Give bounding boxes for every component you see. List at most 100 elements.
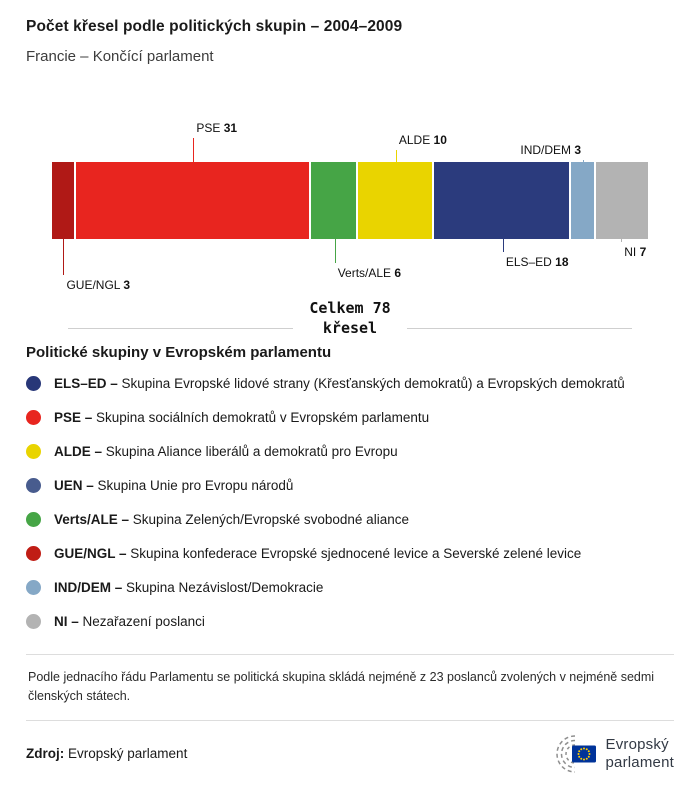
callout-value: 3	[574, 143, 582, 157]
legend-item-label: IND/DEM –	[54, 579, 127, 595]
callout-line	[502, 239, 504, 252]
callout-label: IND/DEM 3	[520, 143, 581, 157]
total-seats-label: Celkem 78 křesel	[309, 299, 390, 338]
page-subtitle: Francie – Končící parlament	[26, 48, 214, 65]
legend-color-dot	[26, 443, 41, 459]
source-label: Zdroj:	[26, 746, 65, 761]
legend-item-label: NI –	[54, 613, 83, 629]
legend-item-GUE/NGL: GUE/NGL – Skupina konfederace Evropské s…	[26, 536, 674, 570]
page-title: Počet křesel podle politických skupin – …	[26, 18, 403, 35]
divider-rule-right	[406, 328, 632, 329]
callout-line	[193, 138, 195, 162]
callout-line	[395, 150, 397, 162]
bar-segment-IND/DEM	[571, 162, 594, 239]
legend-list: ELS–ED – Skupina Evropské lidové strany …	[26, 366, 674, 638]
total-line1: Celkem 78	[309, 299, 391, 317]
divider-rule-left	[68, 328, 294, 329]
legend-item-desc: Skupina Nezávislost/Demokracie	[126, 579, 324, 595]
callout-layer-below: GUE/NGL 3 Verts/ALE 6 ELS–ED 18 NI 7	[52, 239, 648, 292]
legend-item-label: Verts/ALE –	[54, 511, 133, 527]
callout-label: ELS–ED 18	[506, 255, 569, 269]
callout-line	[621, 239, 623, 242]
legend-item-desc: Skupina Aliance liberálů a demokratů pro…	[105, 443, 398, 459]
legend-item-ELS–ED: ELS–ED – Skupina Evropské lidové strany …	[26, 366, 674, 400]
total-divider: Celkem 78 křesel	[52, 299, 648, 338]
callout-label: NI 7	[624, 245, 646, 259]
callout-label: PSE 31	[196, 121, 237, 135]
legend-item-text: ALDE – Skupina Aliance liberálů a demokr…	[54, 444, 398, 459]
legend-color-dot	[26, 409, 41, 425]
legend-item-label: GUE/NGL –	[54, 545, 131, 561]
legend-item-label: PSE –	[54, 409, 97, 425]
legend-item-desc: Skupina sociálních demokratů v Evropském…	[96, 409, 430, 425]
callout-group-name: Verts/ALE	[337, 266, 395, 280]
callout-value: 18	[555, 255, 569, 269]
bar-segment-ELS–ED	[434, 162, 570, 239]
legend-item-ALDE: ALDE – Skupina Aliance liberálů a demokr…	[26, 434, 674, 468]
bar-segment-Verts/ALE	[310, 162, 356, 239]
ep-logo-text: Evropský parlament	[605, 736, 674, 771]
callout-value: 3	[123, 278, 131, 292]
legend-item-NI: NI – Nezařazení poslanci	[26, 604, 674, 638]
legend-item-text: NI – Nezařazení poslanci	[54, 614, 205, 629]
legend-item-text: IND/DEM – Skupina Nezávislost/Demokracie	[54, 580, 323, 595]
legend-color-dot	[26, 477, 41, 493]
logo-line2: parlament	[605, 753, 674, 771]
callout-line	[583, 160, 585, 162]
legend-item-text: ELS–ED – Skupina Evropské lidové strany …	[54, 376, 625, 391]
callout-line	[63, 239, 65, 275]
callout-label: ALDE 10	[399, 133, 447, 147]
ep-hemicycle-flag-icon	[556, 734, 597, 773]
callout-label: GUE/NGL 3	[66, 278, 130, 292]
callout-layer-above: PSE 31 ALDE 10 IND/DEM 3	[52, 120, 648, 162]
legend-item-desc: Skupina Unie pro Evropu národů	[97, 477, 294, 493]
bar-segment-ALDE	[357, 162, 433, 239]
callout-value: 10	[433, 133, 447, 147]
callout-group-name: ELS–ED	[505, 255, 556, 269]
stacked-bar	[52, 162, 649, 239]
seats-chart: PSE 31 ALDE 10 IND/DEM 3 GUE/NGL 3 Verts/AL…	[52, 120, 649, 292]
ep-logo: Evropský parlament	[541, 733, 674, 775]
callout-group-name: ALDE	[398, 133, 434, 147]
legend-item-text: UEN – Skupina Unie pro Evropu národů	[54, 478, 293, 493]
legend-item-UEN: UEN – Skupina Unie pro Evropu národů	[26, 468, 674, 502]
legend-item-Verts/ALE: Verts/ALE – Skupina Zelených/Evropské sv…	[26, 502, 674, 536]
source-value: Evropský parlament	[68, 746, 188, 761]
footnote: Podle jednacího řádu Parlamentu se polit…	[26, 654, 674, 721]
legend-item-label: ALDE –	[54, 443, 106, 459]
bar-segment-GUE/NGL	[52, 162, 75, 239]
callout-group-name: NI	[624, 245, 640, 259]
legend-item-desc: Skupina Evropské lidové strany (Křesťans…	[121, 375, 625, 391]
legend-item-IND/DEM: IND/DEM – Skupina Nezávislost/Demokracie	[26, 570, 674, 604]
legend-item-text: Verts/ALE – Skupina Zelených/Evropské sv…	[54, 512, 409, 527]
legend-color-dot	[26, 375, 41, 391]
callout-line	[334, 239, 336, 263]
callout-value: 6	[394, 266, 402, 280]
legend-item-desc: Skupina konfederace Evropské sjednocené …	[130, 545, 582, 561]
legend-color-dot	[26, 579, 41, 595]
legend-color-dot	[26, 613, 41, 629]
bar-segment-PSE	[76, 162, 309, 239]
logo-line1: Evropský	[605, 736, 669, 754]
callout-label: Verts/ALE 6	[338, 266, 401, 280]
callout-group-name: IND/DEM	[520, 143, 575, 157]
bar-segment-NI	[595, 162, 649, 239]
callout-value: 7	[639, 245, 647, 259]
callout-value: 31	[223, 121, 238, 135]
source-line: Zdroj: Evropský parlament	[26, 746, 187, 761]
legend-heading: Politické skupiny v Evropském parlamentu	[26, 344, 332, 361]
legend-item-label: UEN –	[54, 477, 98, 493]
callout-group-name: PSE	[196, 121, 224, 135]
legend-item-desc: Skupina Zelených/Evropské svobodné alian…	[132, 511, 409, 527]
footer: Zdroj: Evropský parlament	[26, 733, 674, 775]
legend-item-label: ELS–ED –	[54, 375, 122, 391]
legend-item-text: GUE/NGL – Skupina konfederace Evropské s…	[54, 546, 581, 561]
legend-item-PSE: PSE – Skupina sociálních demokratů v Evr…	[26, 400, 674, 434]
legend-item-desc: Nezařazení poslanci	[82, 613, 205, 629]
callout-group-name: GUE/NGL	[66, 278, 124, 292]
total-line2: křesel	[322, 318, 378, 337]
legend-color-dot	[26, 511, 41, 527]
legend-color-dot	[26, 545, 41, 561]
legend-item-text: PSE – Skupina sociálních demokratů v Evr…	[54, 410, 429, 425]
